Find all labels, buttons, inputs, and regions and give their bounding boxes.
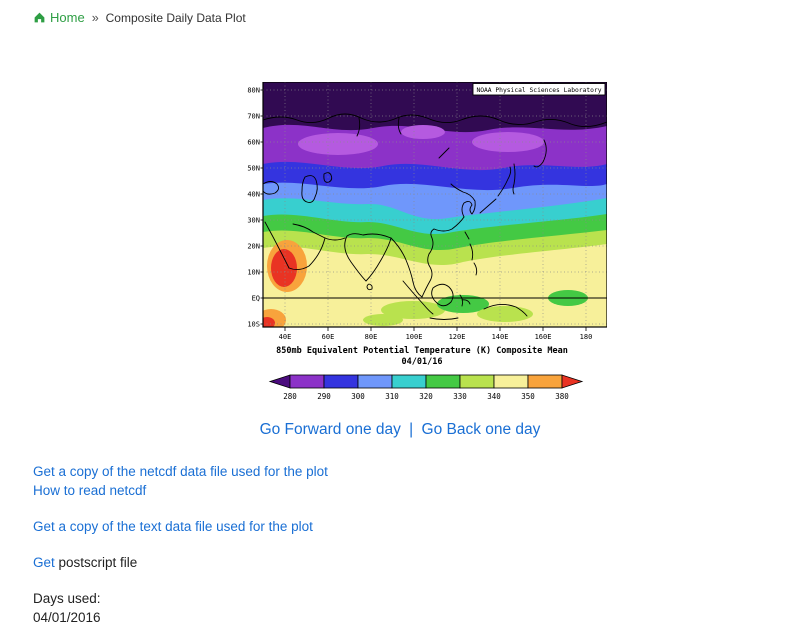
colorbar-segment [459, 374, 495, 389]
lat-label: 70N [247, 113, 260, 121]
colorbar-arrow-right [561, 374, 584, 389]
lat-label: 40N [247, 191, 260, 199]
days-used-label: Days used: [33, 590, 101, 606]
text-data-link[interactable]: Get a copy of the text data file used fo… [33, 518, 313, 534]
day-navigation: Go Forward one day | Go Back one day [0, 421, 800, 439]
lon-label: 80E [365, 333, 378, 341]
lat-label: 60N [247, 139, 260, 147]
day-nav-separator: | [409, 421, 414, 439]
coastlines [263, 113, 607, 320]
home-label: Home [50, 10, 85, 25]
colorbar: 280 290 300 310 320 330 340 350 380 [268, 374, 584, 401]
noaa-label-box: NOAA Physical Sciences Laboratory [472, 83, 606, 96]
lon-label: 180 [580, 333, 593, 341]
go-back-link[interactable]: Go Back one day [421, 421, 541, 439]
lon-label: 120E [449, 333, 466, 341]
colorbar-segment [323, 374, 359, 389]
lat-label: 10S [247, 321, 260, 329]
lon-label: 100E [406, 333, 423, 341]
colorbar-segment [527, 374, 563, 389]
lat-label: 30N [247, 217, 260, 225]
colorbar-segment [425, 374, 461, 389]
lat-axis: 80N 70N 60N 50N 40N 30N 20N 10N EQ 10S [247, 87, 263, 329]
lon-axis: 40E 60E 80E 100E 120E 140E 160E 180 [279, 327, 593, 341]
lat-label: 80N [247, 87, 260, 95]
postscript-label: postscript file [54, 554, 138, 570]
netcdf-howto-link[interactable]: How to read netcdf [33, 482, 147, 498]
colorbar-tick: 300 [351, 392, 365, 401]
lat-label: 50N [247, 165, 260, 173]
colorbar-tick: 310 [385, 392, 399, 401]
lat-label: EQ [252, 295, 260, 303]
lon-label: 40E [279, 333, 292, 341]
lon-label: 140E [492, 333, 509, 341]
colorbar-segment [493, 374, 529, 389]
map-color-bands [263, 82, 607, 327]
file-links-section: Get a copy of the netcdf data file used … [33, 463, 800, 627]
days-used-date: 04/01/2016 [33, 609, 101, 625]
home-icon [34, 12, 45, 23]
colorbar-tick: 290 [317, 392, 331, 401]
colorbar-tick: 380 [555, 392, 569, 401]
netcdf-copy-link[interactable]: Get a copy of the netcdf data file used … [33, 464, 328, 480]
colorbar-segment [391, 374, 427, 389]
lon-label: 160E [535, 333, 552, 341]
breadcrumb-separator: » [91, 10, 99, 25]
lat-label: 20N [247, 243, 260, 251]
breadcrumb: Home » Composite Daily Data Plot [0, 0, 800, 25]
lon-label: 60E [322, 333, 335, 341]
composite-plot-figure: 80N 70N 60N 50N 40N 30N 20N 10N EQ 10S [237, 81, 608, 407]
lat-label: 10N [247, 269, 260, 277]
plot-title-line2: 04/01/16 [401, 357, 443, 368]
colorbar-segment [357, 374, 393, 389]
postscript-get-link[interactable]: Get [33, 554, 55, 570]
colorbar-arrow-left [268, 374, 291, 389]
map-plot: 80N 70N 60N 50N 40N 30N 20N 10N EQ 10S [247, 81, 608, 341]
home-link[interactable]: Home [33, 10, 85, 25]
colorbar-tick: 350 [521, 392, 535, 401]
colorbar-tick: 280 [283, 392, 297, 401]
graticule [263, 82, 607, 327]
colorbar-tick: 330 [453, 392, 467, 401]
colorbar-tick: 340 [487, 392, 501, 401]
colorbar-segment [289, 374, 325, 389]
colorbar-tick: 320 [419, 392, 433, 401]
breadcrumb-current: Composite Daily Data Plot [105, 10, 246, 25]
plot-title-line1: 850mb Equivalent Potential Temperature (… [276, 346, 568, 356]
noaa-label: NOAA Physical Sciences Laboratory [476, 87, 601, 94]
go-forward-link[interactable]: Go Forward one day [259, 421, 401, 439]
